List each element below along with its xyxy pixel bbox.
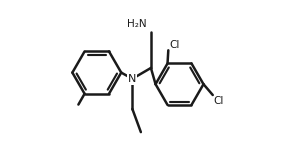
Text: N: N [128,74,136,84]
Text: Cl: Cl [214,96,224,106]
Text: H₂N: H₂N [127,19,147,29]
Text: Cl: Cl [169,39,180,49]
